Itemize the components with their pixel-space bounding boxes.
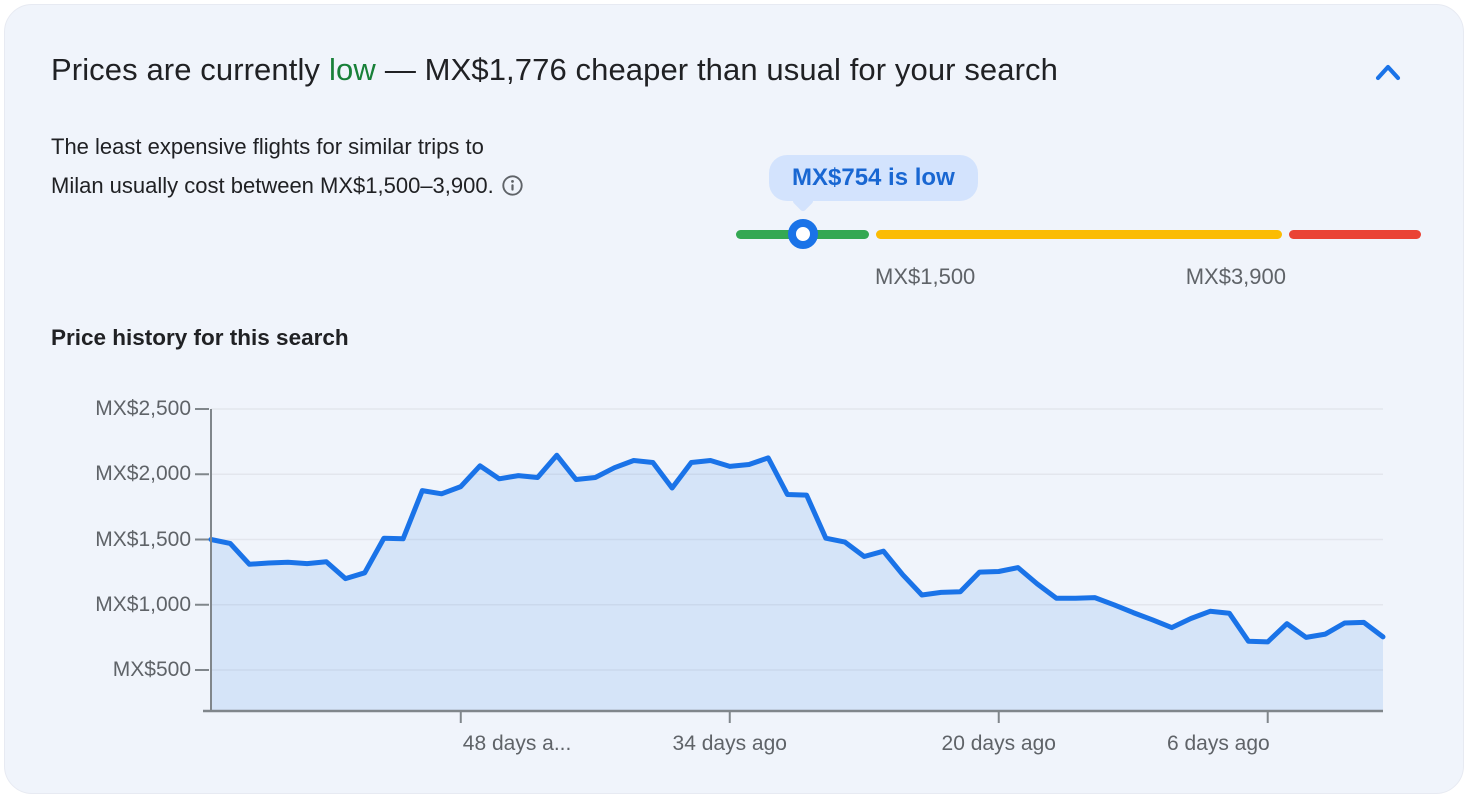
gauge-bar <box>736 230 1421 239</box>
x-axis-label: 6 days ago <box>1166 732 1270 755</box>
price-level-gauge: MX$754 is low MX$1,500 MX$3,900 <box>736 151 1421 301</box>
y-axis-label: MX$2,000 <box>95 462 191 486</box>
y-axis-label: MX$2,500 <box>95 397 191 420</box>
low-threshold-label: MX$1,500 <box>875 264 976 289</box>
gauge-typical-segment <box>876 230 1282 239</box>
y-axis-label: MX$1,000 <box>95 592 191 616</box>
price-insights-card: Prices are currently low — MX$1,776 cheape… <box>4 4 1464 794</box>
y-axis-label: MX$1,500 <box>95 527 191 551</box>
collapse-button[interactable] <box>1365 51 1411 95</box>
page-title: Prices are currently low — MX$1,776 cheape… <box>51 52 1058 88</box>
header-suffix: — MX$1,776 cheaper than usual for your s… <box>384 52 1058 87</box>
chevron-up-icon <box>1375 64 1401 81</box>
y-axis-label: MX$500 <box>112 658 191 681</box>
header-prefix: Prices are currently <box>51 52 321 87</box>
chart-title: Price history for this search <box>51 325 349 350</box>
tooltip-text: MX$754 is low <box>792 164 955 191</box>
x-axis-label: 20 days ago <box>941 732 1056 755</box>
high-threshold-label: MX$3,900 <box>1185 264 1286 289</box>
x-axis-label: 34 days ago <box>672 732 787 755</box>
summary-text: The least expensive flights for similar … <box>51 127 541 205</box>
gauge-high-segment <box>1289 230 1421 239</box>
summary-sentence: The least expensive flights for similar … <box>51 134 494 198</box>
x-axis-label: 48 days a... <box>462 732 572 755</box>
price-history-plot[interactable] <box>5 396 1464 776</box>
info-icon[interactable] <box>501 174 524 197</box>
current-price-marker <box>787 219 818 249</box>
price-status: low <box>329 52 376 87</box>
